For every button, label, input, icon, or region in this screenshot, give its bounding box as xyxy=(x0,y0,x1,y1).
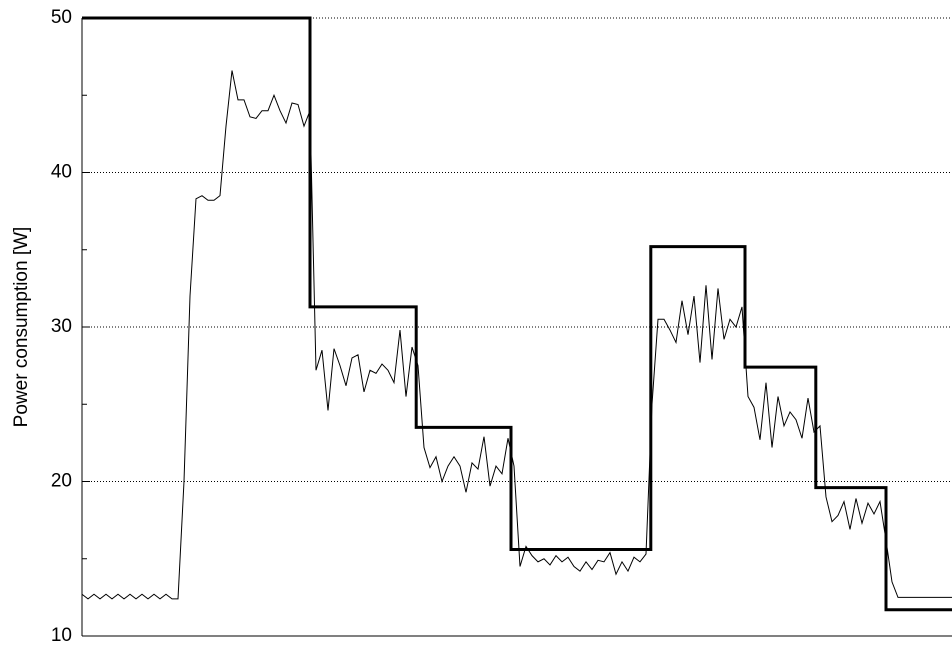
y-tick-label: 10 xyxy=(51,625,72,646)
data-line xyxy=(81,70,952,600)
y-tick-label: 20 xyxy=(51,471,72,492)
y-axis-label: Power consumption [W] xyxy=(11,227,32,428)
y-tick-label: 30 xyxy=(51,316,72,337)
y-tick-label: 50 xyxy=(51,7,72,28)
y-tick-label: 40 xyxy=(51,162,72,183)
step-line xyxy=(82,16,952,612)
